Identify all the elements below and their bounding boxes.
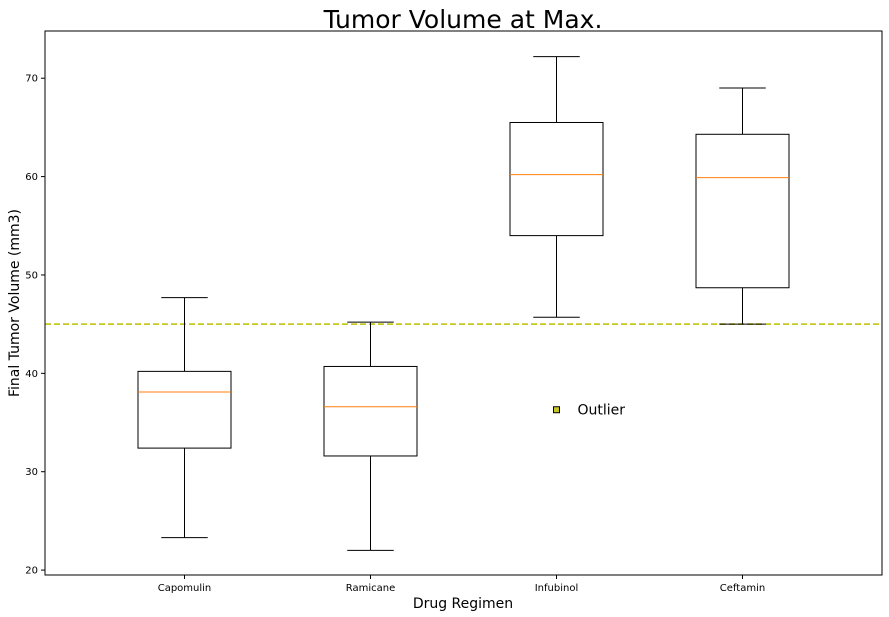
x-tick-label: Capomulin [158,583,212,594]
box-infubinol [509,121,604,237]
y-tick-label: 50 [25,270,38,281]
y-tick-label: 20 [25,566,38,577]
y-tick-label: 70 [25,74,38,85]
y-tick-label: 40 [25,369,38,380]
x-tick-label: Infubinol [535,583,579,594]
x-tick-label: Ramicane [346,583,396,594]
outlier-label: Outlier [578,403,626,419]
box-capomulin [137,370,232,449]
y-tick-label: 60 [25,172,38,183]
box-ramicane [323,365,418,457]
outlier-marker [553,406,560,414]
box-ceftamin [695,133,790,289]
chart-title: Tumor Volume at Max. [323,5,603,34]
y-axis-label: Final Tumor Volume (mm3) [7,209,23,397]
y-tick-label: 30 [25,467,38,478]
plot-frame [44,30,883,576]
x-axis-label: Drug Regimen [413,596,513,612]
x-tick-label: Ceftamin [720,583,765,594]
plot-area: 20 30 40 50 60 70 Capomulin Ramicane Infubinol Ce… [25,56,882,594]
